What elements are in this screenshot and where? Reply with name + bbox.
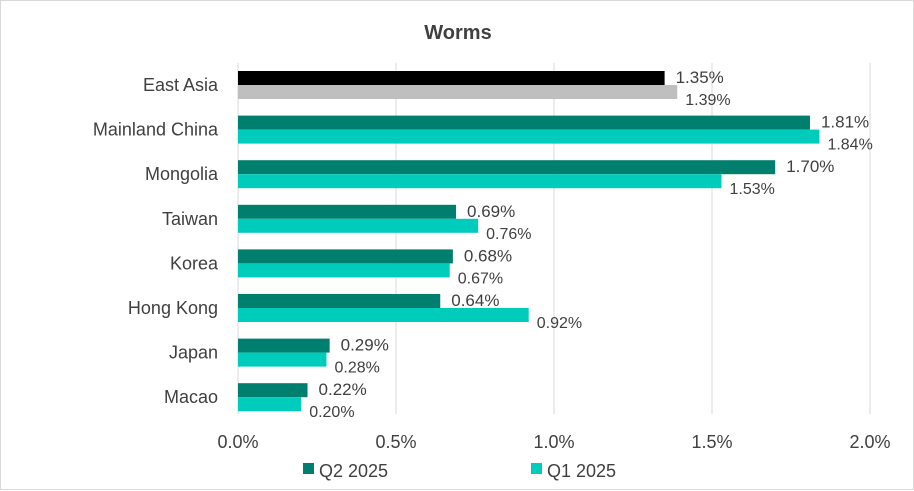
- category-label-japan: Japan: [169, 343, 218, 363]
- legend: Q2 2025 Q1 2025: [303, 461, 616, 481]
- category-label-korea: Korea: [170, 253, 219, 273]
- bar-q1-2025-hong-kong: [238, 308, 529, 322]
- legend-label-q1-2025: Q1 2025: [547, 461, 616, 481]
- data-label-q2-2025-taiwan: 0.69%: [467, 202, 515, 221]
- bar-q1-2025-mainland-china: [238, 129, 820, 144]
- category-label-hong-kong: Hong Kong: [128, 298, 218, 318]
- legend-swatch-q2-2025: [303, 463, 314, 474]
- bar-q2-2025-korea: [238, 249, 453, 264]
- bar-q1-2025-korea: [238, 263, 450, 278]
- category-label-mongolia: Mongolia: [145, 164, 219, 184]
- bar-q1-2025-east-asia: [238, 85, 678, 99]
- bar-q2-2025-mongolia: [238, 160, 776, 175]
- data-label-q2-2025-mongolia: 1.70%: [786, 157, 834, 176]
- bar-q1-2025-taiwan: [238, 218, 479, 233]
- x-tick-label: 1.5%: [691, 432, 732, 452]
- data-label-q1-2025-japan: 0.28%: [334, 360, 379, 377]
- x-tick-labels: 0.0% 0.5% 1.0% 1.5% 2.0%: [217, 432, 890, 452]
- data-label-q2-2025-hong-kong: 0.64%: [451, 291, 499, 310]
- data-label-q2-2025-korea: 0.68%: [464, 246, 512, 265]
- legend-swatch-q1-2025: [531, 463, 542, 474]
- x-tick-label: 2.0%: [849, 432, 890, 452]
- bar-q2-2025-hong-kong: [238, 294, 441, 308]
- x-tick-label: 0.5%: [375, 432, 416, 452]
- data-label-q1-2025-east-asia: 1.39%: [685, 92, 730, 109]
- data-label-q1-2025-taiwan: 0.76%: [486, 226, 531, 243]
- bar-q2-2025-macao: [238, 383, 308, 398]
- bar-q1-2025-japan: [238, 352, 327, 367]
- category-labels: East Asia Mainland China Mongolia Taiwan Kor…: [93, 75, 219, 407]
- data-label-q1-2025-hong-kong: 0.92%: [537, 315, 582, 332]
- bar-q1-2025-mongolia: [238, 174, 722, 189]
- data-label-q1-2025-mongolia: 1.53%: [729, 181, 774, 198]
- x-tick-label: 0.0%: [217, 432, 258, 452]
- bar-q2-2025-japan: [238, 338, 330, 353]
- data-label-q1-2025-korea: 0.67%: [458, 270, 503, 287]
- data-label-q2-2025-east-asia: 1.35%: [676, 68, 724, 87]
- x-tick-label: 1.0%: [533, 432, 574, 452]
- chart-title: Worms: [424, 22, 491, 44]
- bar-q1-2025-macao: [238, 397, 302, 412]
- category-label-mainland-china: Mainland China: [93, 120, 219, 140]
- data-label-q1-2025-mainland-china: 1.84%: [827, 137, 872, 154]
- data-label-q2-2025-mainland-china: 1.81%: [821, 113, 869, 132]
- data-label-q1-2025-macao: 0.20%: [309, 404, 354, 421]
- bar-q2-2025-east-asia: [238, 71, 665, 85]
- bar-q2-2025-taiwan: [238, 204, 457, 219]
- bar-q2-2025-mainland-china: [238, 115, 810, 130]
- category-label-taiwan: Taiwan: [162, 209, 218, 229]
- category-label-macao: Macao: [164, 387, 218, 407]
- category-label-east-asia: East Asia: [143, 75, 219, 95]
- data-labels: 1.35% 1.39% 1.81% 1.84% 1.70% 1.53% 0.69% 0.76%…: [309, 68, 873, 421]
- data-label-q2-2025-japan: 0.29%: [341, 336, 389, 355]
- bars: [238, 71, 820, 412]
- data-label-q2-2025-macao: 0.22%: [319, 380, 367, 399]
- legend-label-q2-2025: Q2 2025: [319, 461, 388, 481]
